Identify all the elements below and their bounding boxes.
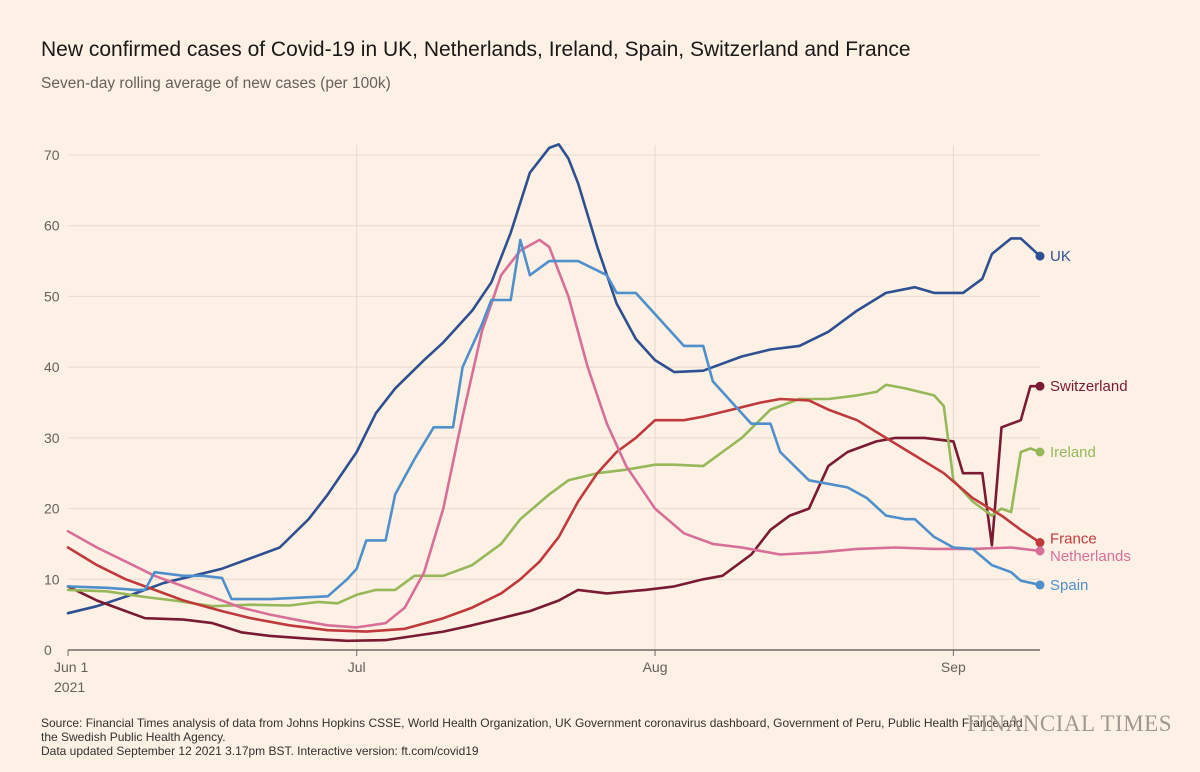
y-tick-label: 60 <box>44 218 60 234</box>
series-label-netherlands: Netherlands <box>1050 548 1131 565</box>
y-tick-label: 50 <box>44 288 60 304</box>
series-end-marker-france <box>1035 538 1045 548</box>
series-line-netherlands <box>66 238 1042 629</box>
y-tick-label: 20 <box>44 501 60 517</box>
source-line-2: the Swedish Public Health Agency. <box>41 730 226 744</box>
x-tick-label: Aug <box>643 659 668 675</box>
series-line-uk <box>66 143 1042 615</box>
chart-title: New confirmed cases of Covid-19 in UK, N… <box>41 38 911 61</box>
series-end-marker-netherlands <box>1035 546 1045 556</box>
series-end-marker-uk <box>1035 251 1045 261</box>
series-label-france: France <box>1050 531 1097 548</box>
series-line-france <box>66 397 1042 633</box>
series-label-spain: Spain <box>1050 577 1088 594</box>
y-tick-label: 30 <box>44 430 60 446</box>
grid <box>68 145 1040 650</box>
y-tick-label: 40 <box>44 359 60 375</box>
series-end-marker-spain <box>1035 580 1045 590</box>
series-end-marker-ireland <box>1035 447 1045 457</box>
axes: 0 10 20 30 40 50 60 70 Jun 1 2021 Jul Aug Sep <box>44 147 1040 695</box>
y-tick-label: 70 <box>44 147 60 163</box>
x-tick-label: Jul <box>348 659 366 675</box>
x-tick-label: Jun 1 <box>54 659 88 675</box>
series-line-ireland <box>66 383 1042 608</box>
y-tick-label: 0 <box>44 642 52 658</box>
series-line-spain <box>66 238 1042 601</box>
ft-logo: FINANCIAL TIMES <box>967 711 1172 736</box>
chart-subtitle: Seven-day rolling average of new cases (… <box>41 75 391 92</box>
series-label-uk: UK <box>1050 248 1071 265</box>
source-line-1: Source: Financial Times analysis of data… <box>41 716 1023 730</box>
x-tick-label: Sep <box>941 659 966 675</box>
y-tick-label: 10 <box>44 571 60 587</box>
source-line-3: Data updated September 12 2021 3.17pm BS… <box>41 744 479 758</box>
series-end-marker-switzerland <box>1035 381 1045 391</box>
series-lines <box>66 143 1042 643</box>
x-tick-sublabel: 2021 <box>54 679 85 695</box>
series-label-ireland: Ireland <box>1050 444 1096 461</box>
series-label-switzerland: Switzerland <box>1050 378 1128 395</box>
source-note: Source: Financial Times analysis of data… <box>41 716 1023 758</box>
series-line-switzerland <box>66 384 1042 643</box>
